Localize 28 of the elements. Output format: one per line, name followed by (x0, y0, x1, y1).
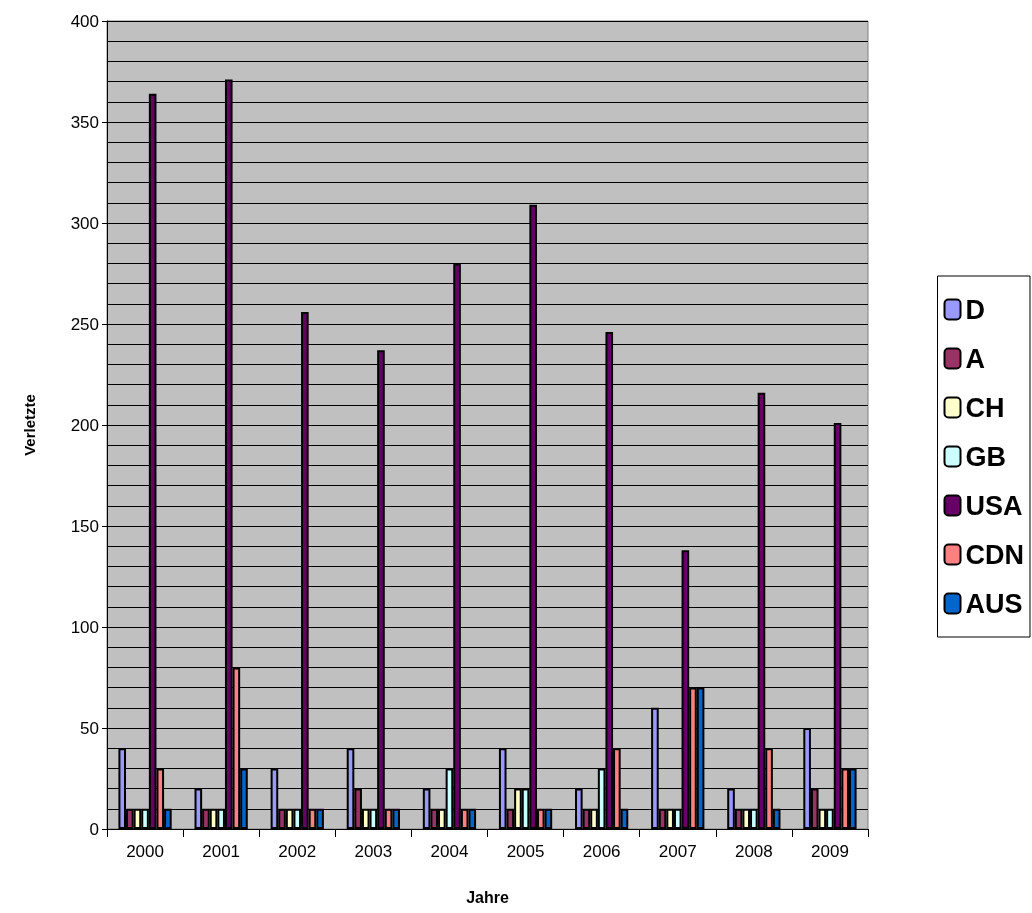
y-tick-label: 350 (70, 112, 99, 132)
y-tick-label: 150 (70, 516, 99, 536)
legend-label: D (965, 294, 985, 325)
y-tick-label: 50 (80, 718, 99, 738)
x-tick-label: 2002 (278, 842, 317, 861)
x-tick-label: 2000 (126, 842, 164, 861)
legend-label: AUS (965, 588, 1023, 619)
y-tick-label: 200 (70, 415, 99, 435)
y-tick-label: 400 (70, 11, 99, 31)
y-tick-label: 250 (70, 314, 99, 334)
x-tick-label: 2001 (202, 842, 241, 861)
y-tick-label: 0 (89, 819, 99, 839)
x-tick-label: 2003 (354, 842, 393, 861)
x-tick-label: 2007 (658, 842, 697, 861)
y-tick-label: 300 (70, 213, 99, 233)
legend-label: A (965, 343, 985, 374)
x-tick-label: 2008 (734, 842, 773, 861)
x-tick-label: 2006 (582, 842, 621, 861)
y-axis-title: Verletzte (21, 394, 38, 456)
y-tick-label: 100 (70, 617, 99, 637)
x-tick-label: 2009 (811, 842, 849, 861)
legend-label: CH (965, 392, 1005, 423)
x-tick-label: 2005 (506, 842, 545, 861)
x-axis-title: Jahre (466, 888, 509, 906)
x-tick-label: 2004 (430, 842, 469, 861)
legend-label: CDN (965, 539, 1024, 570)
legend-label: GB (965, 441, 1006, 472)
legend-label: USA (965, 490, 1023, 521)
